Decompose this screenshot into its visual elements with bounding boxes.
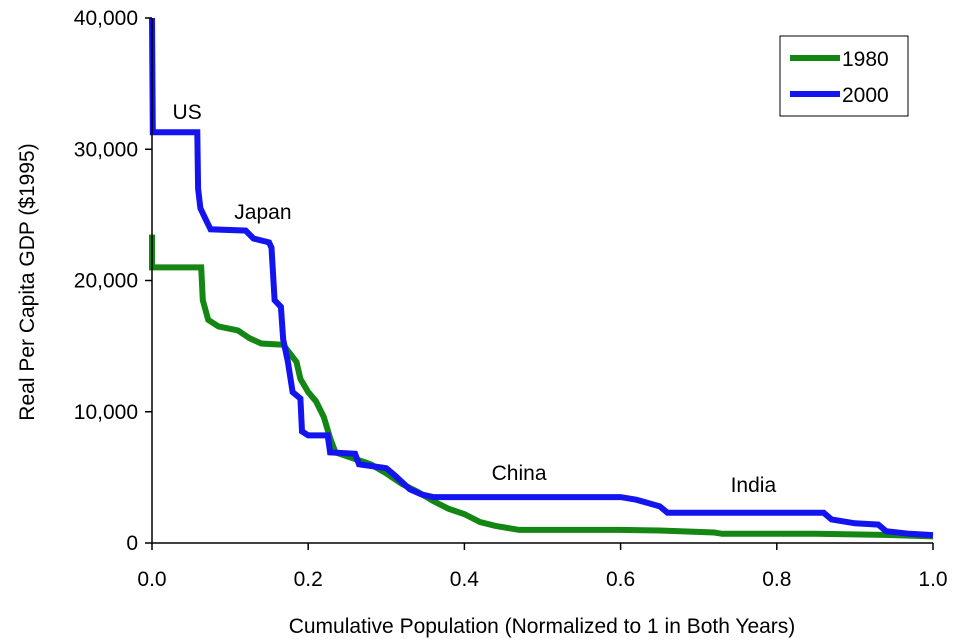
annotation-china: China	[492, 462, 547, 485]
legend-label-2000: 2000	[842, 84, 889, 107]
legend: 1980 2000	[779, 35, 909, 117]
y-axis-title: Real Per Capita GDP ($1995)	[16, 143, 39, 420]
x-tick-label: 0.8	[762, 568, 791, 591]
x-axis-title: Cumulative Population (Normalized to 1 i…	[289, 615, 796, 638]
y-tick-label: 0	[126, 532, 138, 555]
x-tick-label: 1.0	[918, 568, 947, 591]
y-tick-label: 30,000	[74, 138, 138, 161]
series-line-2000	[149, 17, 934, 539]
series-layer	[149, 17, 934, 540]
y-tick-label: 10,000	[74, 401, 138, 424]
legend-label-1980: 1980	[842, 48, 889, 71]
legend-box	[779, 35, 909, 117]
axes-layer: 0 10,000 20,000 30,000 40,000 0.0 0.2 0.4 0.6 0.8…	[74, 7, 948, 591]
annotation-us: US	[173, 101, 202, 124]
annotation-japan: Japan	[234, 201, 291, 224]
y-tick-label: 40,000	[74, 7, 138, 30]
series-line-1980	[149, 234, 934, 540]
annotation-india: India	[731, 474, 777, 497]
y-tick-label: 20,000	[74, 270, 138, 293]
x-tick-label: 0.2	[294, 568, 323, 591]
annotations-layer: US Japan China India	[173, 101, 777, 497]
x-tick-label: 0.6	[606, 568, 635, 591]
x-tick-label: 0.0	[137, 568, 166, 591]
x-tick-label: 0.4	[450, 568, 480, 591]
